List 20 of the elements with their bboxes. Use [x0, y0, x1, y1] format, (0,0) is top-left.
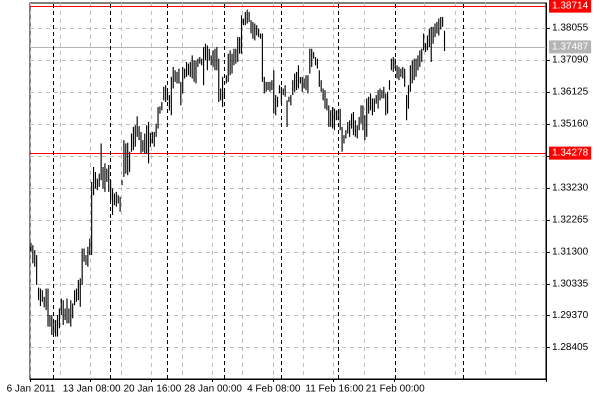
y-tick-label: 1.28405 [552, 342, 589, 354]
ref-line-label: 1.34278 [552, 148, 589, 159]
x-tick-label: 13 Jan 08:00 [62, 384, 122, 394]
y-tick-label: 1.31300 [552, 246, 589, 258]
y-tick-label: 1.35160 [552, 118, 589, 130]
x-tick-label: 11 Feb 16:00 [305, 384, 364, 394]
y-tick-label: 1.30335 [552, 278, 589, 290]
y-tick-label: 1.36125 [552, 86, 589, 98]
ref-line-label: 1.38714 [552, 0, 589, 12]
y-tick-label: 1.29370 [552, 310, 589, 322]
x-tick-label: 4 Feb 08:00 [247, 384, 301, 394]
x-tick-label: 21 Feb 00:00 [366, 384, 426, 394]
y-tick-label: 1.38055 [552, 22, 589, 34]
ref-line-label: 1.37487 [552, 41, 589, 52]
x-tick-label: 6 Jan 2011 [6, 384, 56, 394]
y-tick-label: 1.32265 [552, 214, 589, 226]
y-tick-label: 1.37090 [552, 54, 589, 66]
x-tick-label: 20 Jan 16:00 [123, 384, 182, 394]
x-tick-label: 28 Jan 00:00 [184, 384, 242, 394]
y-tick-label: 1.33230 [552, 182, 589, 194]
